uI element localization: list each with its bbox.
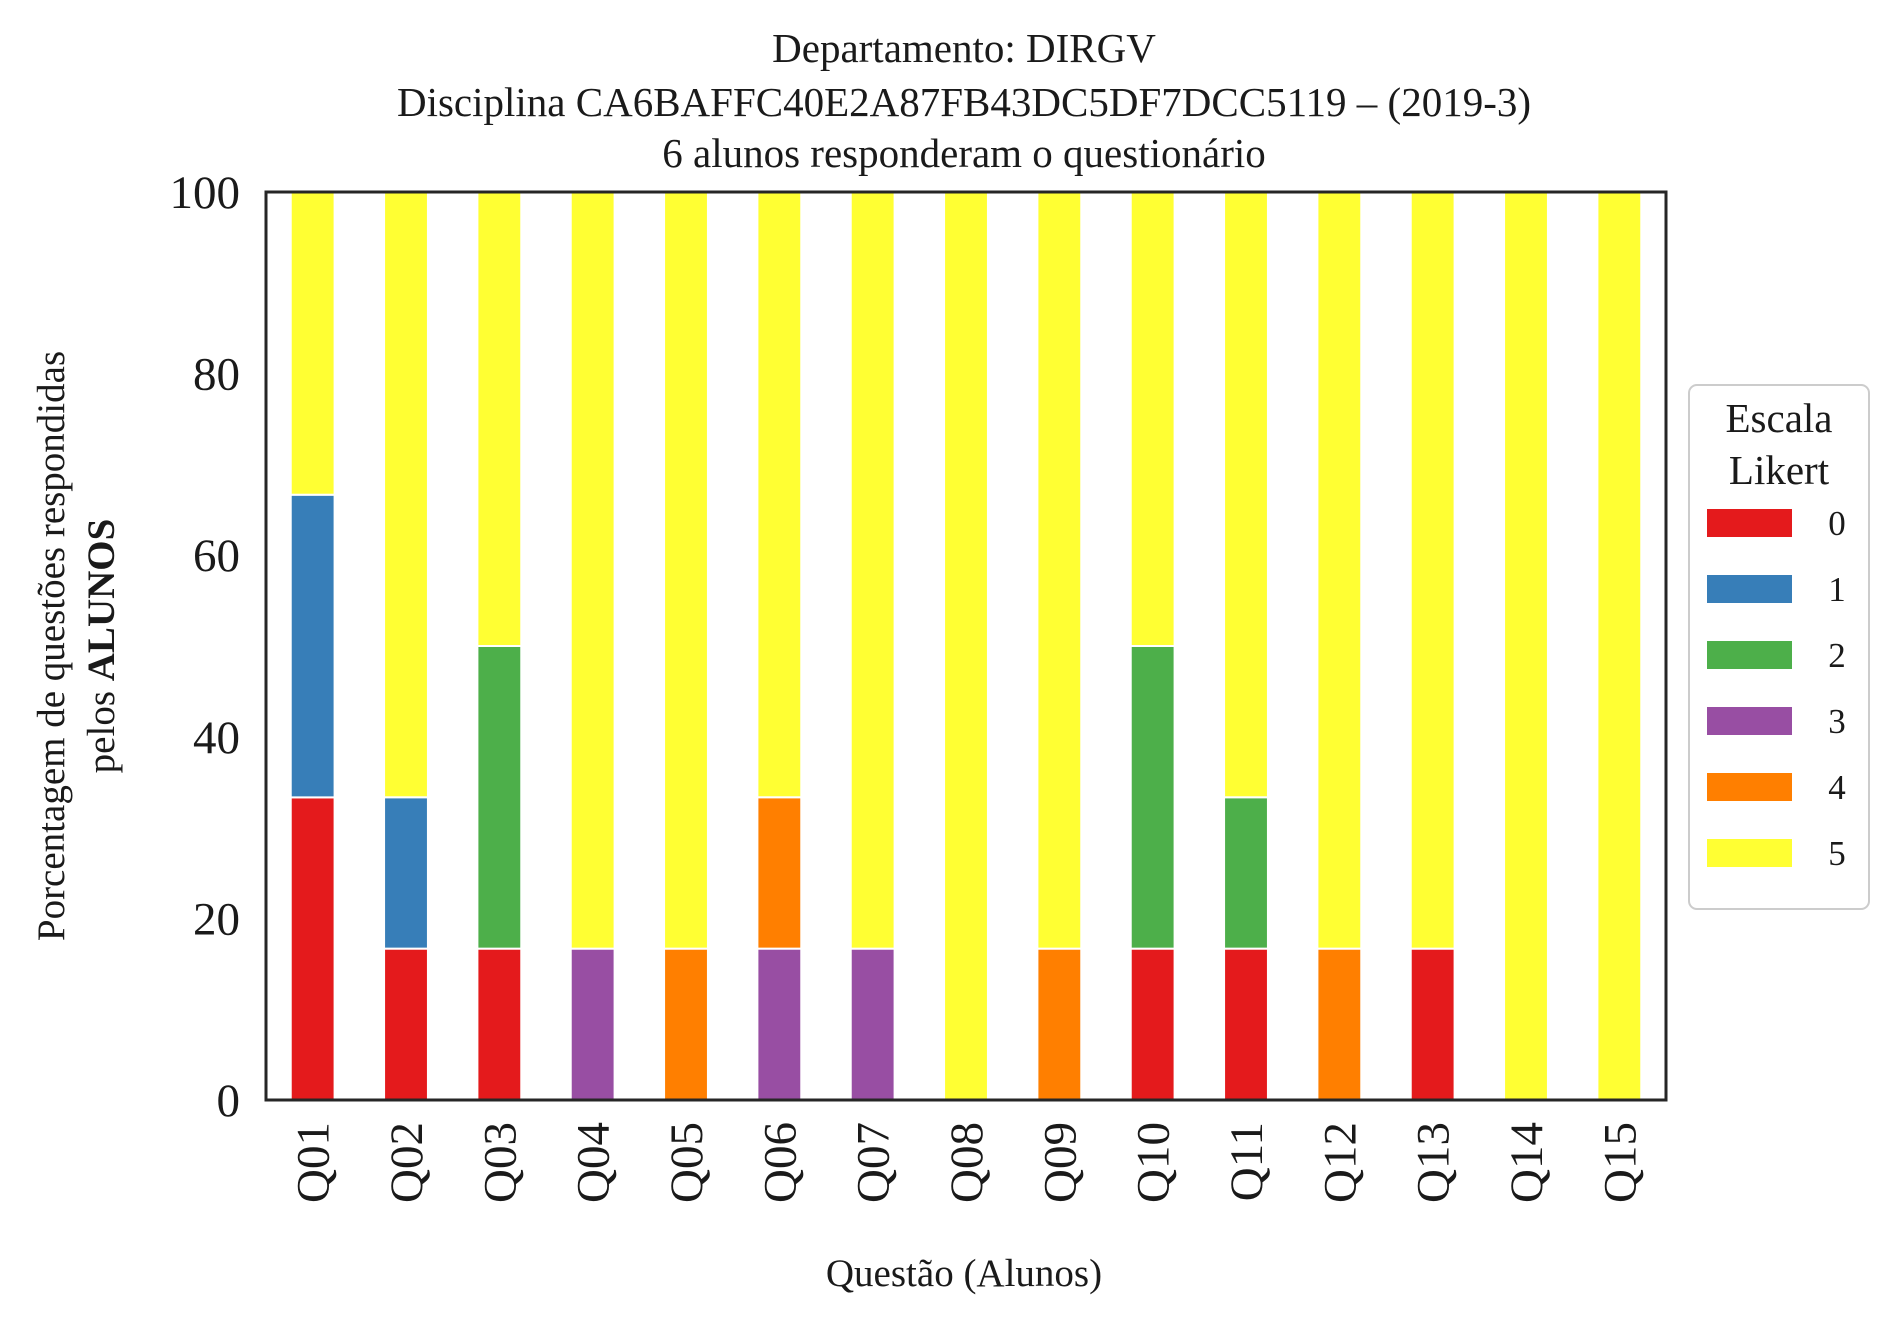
bar-q10-level-2 <box>1129 645 1176 950</box>
bar-q04-level-5 <box>569 191 616 950</box>
legend-title-line-1: Escala <box>1726 395 1833 441</box>
bar-q10-level-5 <box>1129 191 1176 647</box>
bar-q02-level-0 <box>383 947 429 1102</box>
x-tick-label-q14: Q14 <box>1501 1122 1553 1203</box>
x-tick-label-q04: Q04 <box>568 1122 620 1203</box>
x-axis-label: Questão (Alunos) <box>826 1252 1102 1295</box>
legend-label-1: 1 <box>1828 570 1846 609</box>
x-tick-label-q12: Q12 <box>1314 1122 1366 1203</box>
x-tick-label-q10: Q10 <box>1128 1122 1180 1203</box>
y-tick-label: 100 <box>170 167 241 219</box>
legend-label-2: 2 <box>1828 636 1846 675</box>
bar-q03-level-2 <box>476 645 523 950</box>
legend-swatch-5 <box>1707 839 1792 867</box>
y-ticks-layer: 0 20 40 60 80 100 <box>170 167 241 1127</box>
x-tick-label-q02: Q02 <box>381 1122 433 1203</box>
bar-q13-level-0 <box>1409 947 1456 1102</box>
legend-label-5: 5 <box>1828 834 1846 873</box>
bar-q15-level-5 <box>1596 191 1643 1101</box>
x-ticks-layer: Q01 Q02 Q03 Q04 Q05 Q06 Q07 Q08 Q09 Q10 Q11 Q12 Q13 Q… <box>288 1122 1647 1203</box>
bar-q05-level-4 <box>663 947 709 1102</box>
legend-label-3: 3 <box>1828 702 1846 741</box>
legend-swatch-4 <box>1707 773 1792 801</box>
bar-q03-level-5 <box>476 191 523 647</box>
bar-q11-level-5 <box>1223 190 1269 799</box>
y-tick-label: 80 <box>193 349 240 401</box>
bar-q10-level-0 <box>1129 947 1176 1102</box>
y-axis-label-line-1: Porcentagem de questões respondidas <box>30 351 73 941</box>
chart-title-line-3: 6 alunos responderam o questionário <box>662 130 1265 176</box>
y-axis-label-group: Porcentagem de questões respondidas pelo… <box>30 351 123 941</box>
plot-frame <box>264 190 1668 1102</box>
x-tick-label-q03: Q03 <box>474 1122 526 1203</box>
legend-title-line-2: Likert <box>1729 447 1830 493</box>
legend-items: 0 1 2 3 4 5 <box>1707 504 1846 873</box>
bar-q12-level-4 <box>1316 947 1363 1102</box>
legend: Escala Likert 0 1 2 3 4 5 <box>1688 384 1870 910</box>
bar-q05-level-5 <box>663 191 709 950</box>
y-axis-label-line-2: pelos ALUNOS <box>80 519 123 774</box>
bar-q11-level-2 <box>1223 796 1269 950</box>
bar-q07-level-3 <box>849 947 896 1102</box>
bar-q14-level-5 <box>1503 191 1549 1101</box>
legend-swatch-3 <box>1707 707 1792 735</box>
x-tick-label-q06: Q06 <box>754 1122 806 1203</box>
bar-q06-level-5 <box>756 190 803 799</box>
x-tick-label-q08: Q08 <box>941 1122 993 1203</box>
y-tick-label: 40 <box>193 712 240 764</box>
bar-q06-level-4 <box>756 796 803 950</box>
y-axis-label-prefix: pelos <box>80 681 123 773</box>
bar-q09-level-4 <box>1036 947 1083 1102</box>
bar-q02-level-1 <box>383 796 429 950</box>
x-tick-label-q15: Q15 <box>1594 1122 1646 1203</box>
bar-q06-level-3 <box>756 947 803 1102</box>
bar-q04-level-3 <box>569 947 616 1102</box>
bar-q02-level-5 <box>383 190 429 799</box>
bar-q12-level-5 <box>1316 191 1363 950</box>
chart-title-line-2: Disciplina CA6BAFFC40E2A87FB43DC5DF7DCC5… <box>397 79 1531 125</box>
x-tick-label-q07: Q07 <box>848 1122 900 1203</box>
y-tick-label: 60 <box>193 530 240 582</box>
chart-title-line-1: Departamento: DIRGV <box>772 25 1156 71</box>
y-tick-label: 20 <box>193 893 240 945</box>
y-axis-label-bold: ALUNOS <box>80 519 123 682</box>
y-tick-label: 0 <box>217 1075 241 1127</box>
bar-q01-level-0 <box>289 796 336 1101</box>
bar-q01-level-1 <box>289 493 336 799</box>
bar-q11-level-0 <box>1223 947 1269 1102</box>
x-tick-label-q01: Q01 <box>288 1122 340 1203</box>
legend-swatch-2 <box>1707 641 1792 669</box>
bars-layer <box>289 190 1643 1102</box>
legend-label-0: 0 <box>1828 504 1846 543</box>
bar-q13-level-5 <box>1409 191 1456 950</box>
bar-q08-level-5 <box>943 191 989 1101</box>
legend-swatch-0 <box>1707 509 1792 537</box>
x-tick-label-q13: Q13 <box>1408 1122 1460 1203</box>
bar-q01-level-5 <box>289 191 336 496</box>
bar-q09-level-5 <box>1036 191 1083 950</box>
bar-q03-level-0 <box>476 947 523 1102</box>
x-tick-label-q05: Q05 <box>661 1122 713 1203</box>
x-tick-label-q11: Q11 <box>1221 1122 1273 1201</box>
x-tick-label-q09: Q09 <box>1034 1122 1086 1203</box>
bar-q07-level-5 <box>849 191 896 950</box>
legend-swatch-1 <box>1707 575 1792 603</box>
legend-label-4: 4 <box>1828 768 1846 807</box>
